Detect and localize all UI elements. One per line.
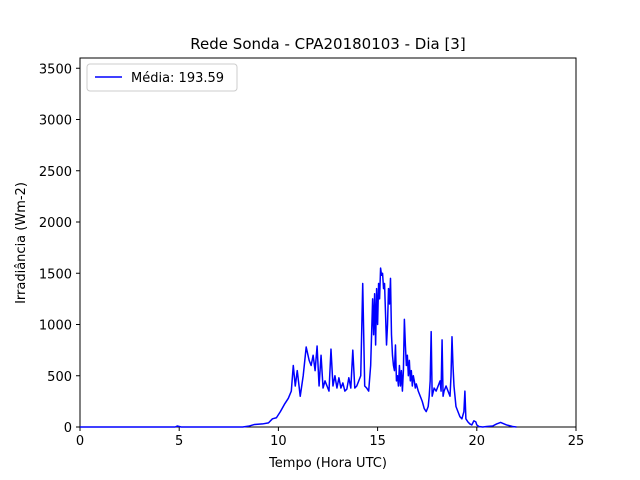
chart-title: Rede Sonda - CPA20180103 - Dia [3] <box>190 35 465 53</box>
y-tick-label: 0 <box>64 421 72 436</box>
x-tick-label: 15 <box>369 434 386 449</box>
y-tick-label: 3500 <box>39 62 72 77</box>
series-line-0 <box>80 267 517 428</box>
x-tick-label: 25 <box>568 434 585 449</box>
x-axis: 0 5 10 15 20 25 <box>76 427 584 449</box>
x-tick-label: 5 <box>175 434 183 449</box>
y-axis: 0 500 1000 1500 2000 2500 3000 3500 <box>39 62 80 436</box>
y-tick-label: 500 <box>47 370 72 385</box>
y-tick-label: 1000 <box>39 319 72 334</box>
legend: Média: 193.59 <box>86 63 238 92</box>
x-axis-label: Tempo (Hora UTC) <box>268 456 387 471</box>
x-tick-label: 20 <box>469 434 486 449</box>
legend-box <box>86 63 238 92</box>
x-tick-label: 10 <box>270 434 287 449</box>
series-layer <box>80 267 517 428</box>
y-tick-label: 2500 <box>39 165 72 180</box>
legend-label-media: Média: 193.59 <box>131 71 224 86</box>
y-tick-label: 2000 <box>39 216 72 231</box>
x-tick-label: 0 <box>76 434 84 449</box>
plot-area: 0 5 10 15 20 25 0 500 1000 1500 2000 2500 3000 3500 <box>39 57 584 449</box>
y-tick-label: 1500 <box>39 267 72 282</box>
plot-frame <box>79 57 577 428</box>
y-axis-label: Irradiância (Wm-2) <box>14 182 29 304</box>
y-tick-label: 3000 <box>39 114 72 129</box>
